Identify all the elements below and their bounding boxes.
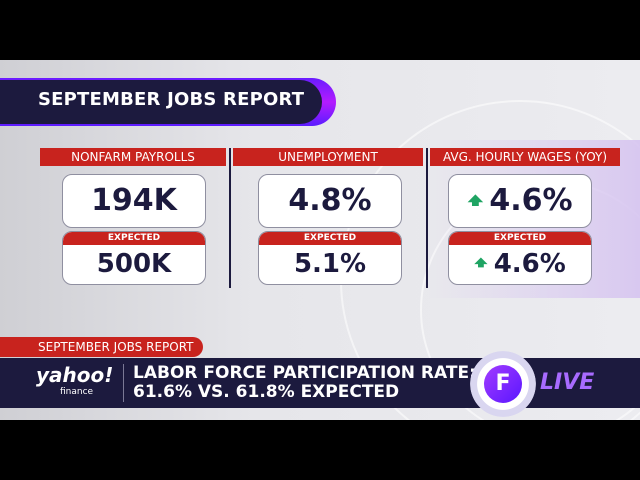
expected-label: EXPECTED — [259, 232, 401, 245]
headline-line-1: LABOR FORCE PARTICIPATION RATE: — [133, 363, 476, 383]
expected-value-unemployment: 5.1% — [293, 249, 367, 279]
up-arrow-icon: 🠹 — [467, 186, 484, 216]
headline: LABOR FORCE PARTICIPATION RATE: 61.6% VS… — [133, 364, 476, 402]
expected-row-wages: 🠹 4.6% — [449, 245, 591, 283]
expected-value-payrolls: 500K — [96, 249, 172, 279]
expected-label: EXPECTED — [63, 232, 205, 245]
live-label: LIVE — [540, 370, 595, 395]
expected-card-unemployment: EXPECTED 5.1% — [258, 231, 402, 285]
live-logo-icon: F — [484, 365, 522, 403]
title-banner — [0, 80, 322, 124]
column-header-wages: AVG. HOURLY WAGES (YOY) — [430, 148, 620, 166]
logo-subtext: finance — [60, 387, 94, 397]
actual-value-wages: 4.6% — [489, 183, 573, 218]
column-header-payrolls: NONFARM PAYROLLS — [40, 148, 226, 166]
lower-third-separator — [123, 364, 124, 402]
expected-card-wages: EXPECTED 🠹 4.6% — [448, 231, 592, 285]
actual-value-unemployment: 4.8% — [258, 174, 402, 228]
expected-card-payrolls: EXPECTED 500K — [62, 231, 206, 285]
yahoo-finance-logo: yahoo! — [36, 363, 114, 387]
headline-line-2: 61.6% VS. 61.8% EXPECTED — [133, 382, 400, 402]
broadcast-frame: SEPTEMBER JOBS REPORT NONFARM PAYROLLS 1… — [0, 60, 640, 420]
up-arrow-icon: 🠹 — [474, 251, 488, 276]
column-divider — [426, 148, 428, 288]
page-title: SEPTEMBER JOBS REPORT — [38, 89, 305, 110]
tag-background — [0, 337, 30, 357]
column-divider — [229, 148, 231, 288]
segment-tag: SEPTEMBER JOBS REPORT — [28, 337, 203, 357]
column-header-unemployment: UNEMPLOYMENT — [233, 148, 423, 166]
actual-value-payrolls: 194K — [62, 174, 206, 228]
expected-value-wages: 4.6% — [493, 249, 566, 279]
expected-label: EXPECTED — [449, 232, 591, 245]
actual-card-wages: 🠹 4.6% — [448, 174, 592, 228]
